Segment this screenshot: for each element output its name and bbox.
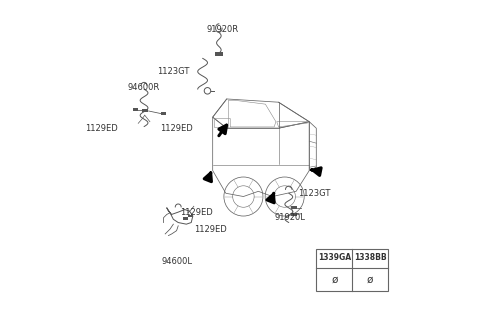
Bar (143, 109, 148, 112)
Bar (291, 206, 297, 209)
Text: 1339GA: 1339GA (318, 253, 351, 262)
Text: 94600R: 94600R (128, 83, 160, 92)
Text: 1338BB: 1338BB (354, 253, 386, 262)
Text: 91920L: 91920L (274, 213, 305, 222)
Bar (183, 217, 188, 220)
Bar (161, 112, 167, 115)
Text: ø: ø (367, 275, 373, 284)
Text: 1129ED: 1129ED (160, 124, 193, 133)
Bar (188, 215, 193, 217)
Bar (132, 108, 138, 111)
Bar (316, 249, 388, 291)
Bar (291, 213, 297, 216)
Text: 1129ED: 1129ED (194, 225, 227, 234)
Text: 1129ED: 1129ED (180, 208, 213, 217)
Text: ø: ø (331, 275, 337, 284)
Text: 1129ED: 1129ED (85, 124, 118, 133)
Text: 94600L: 94600L (162, 257, 193, 266)
Text: 1123GT: 1123GT (157, 67, 190, 76)
Text: 91920R: 91920R (206, 25, 238, 33)
Text: 1123GT: 1123GT (299, 189, 331, 198)
Bar (215, 52, 223, 56)
